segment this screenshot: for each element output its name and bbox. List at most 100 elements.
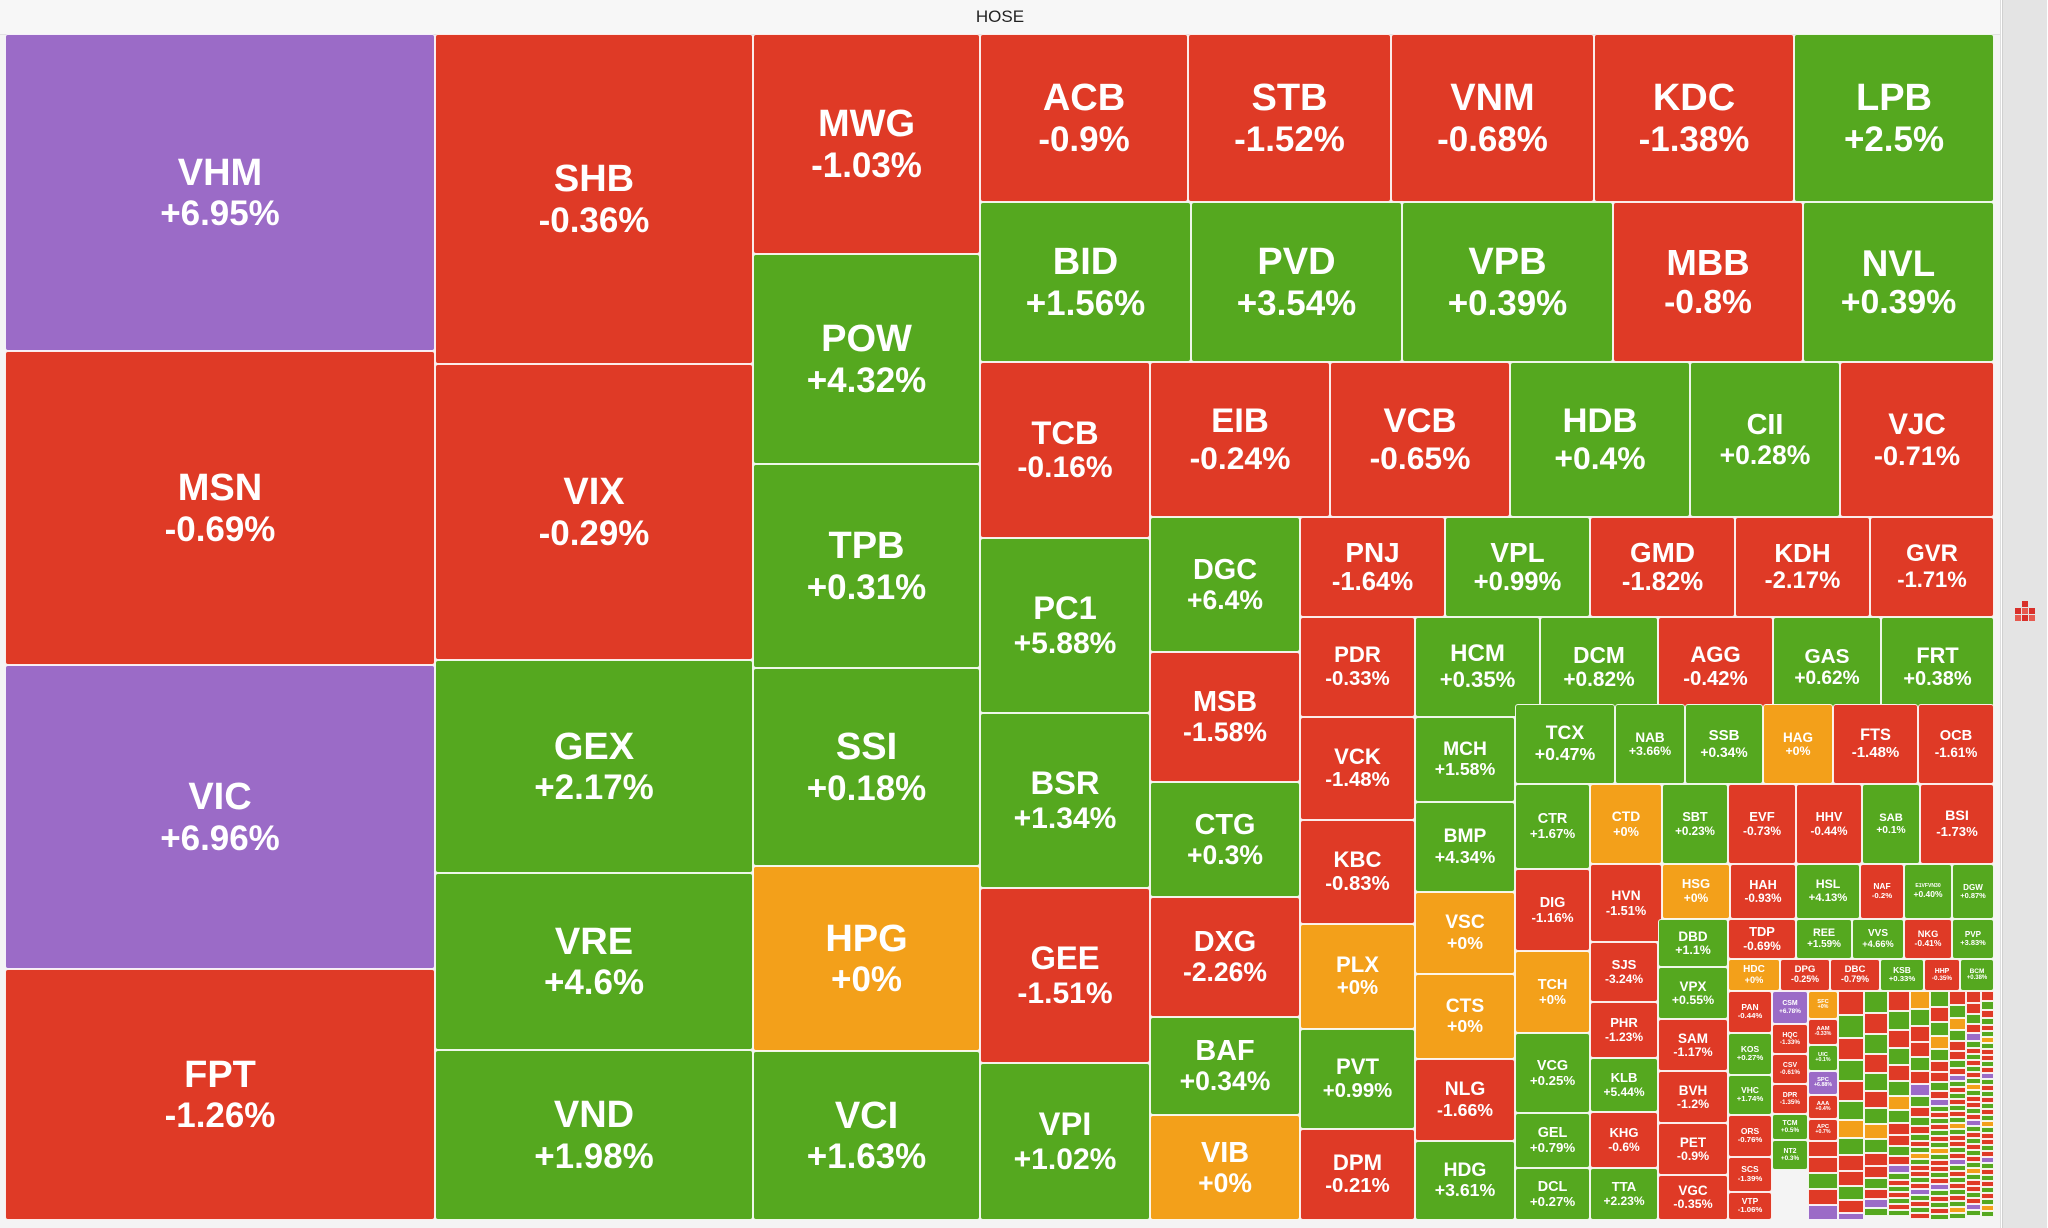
small-stock-tile[interactable]	[1838, 1120, 1864, 1138]
small-stock-tile[interactable]	[1981, 1163, 1994, 1169]
small-stock-tile[interactable]	[1910, 1159, 1930, 1165]
small-stock-tile[interactable]	[1864, 1178, 1888, 1189]
small-stock-tile[interactable]	[1864, 1189, 1888, 1199]
small-stock-tile[interactable]	[1930, 1142, 1949, 1148]
stock-tile-hdc[interactable]: HDC +0%	[1728, 959, 1780, 991]
small-stock-tile[interactable]	[1910, 1147, 1930, 1153]
small-stock-tile[interactable]	[1949, 1030, 1966, 1041]
small-stock-tile[interactable]	[1949, 1195, 1966, 1201]
small-stock-tile[interactable]	[1966, 1204, 1981, 1210]
small-stock-tile[interactable]	[1888, 1065, 1910, 1081]
stock-tile-gee[interactable]: GEE -1.51%	[980, 888, 1150, 1063]
small-stock-tile[interactable]	[1949, 1177, 1966, 1183]
small-stock-tile[interactable]	[1888, 1096, 1910, 1110]
stock-tile-vpx[interactable]: VPX +0.55%	[1658, 967, 1728, 1019]
stock-tile-vck[interactable]: VCK -1.48%	[1300, 717, 1415, 820]
small-stock-tile[interactable]	[1910, 1153, 1930, 1159]
stock-tile-hcm[interactable]: HCM +0.35%	[1415, 617, 1540, 717]
small-stock-tile[interactable]	[1930, 1202, 1949, 1208]
stock-tile-csm[interactable]: CSM +6.78%	[1772, 991, 1808, 1024]
stock-tile-stb[interactable]: STB -1.52%	[1188, 34, 1391, 202]
small-stock-tile[interactable]	[1966, 1198, 1981, 1204]
small-stock-tile[interactable]	[1864, 1034, 1888, 1054]
stock-tile-dxg[interactable]: DXG -2.26%	[1150, 897, 1300, 1017]
small-stock-tile[interactable]	[1930, 1091, 1949, 1099]
small-stock-tile[interactable]	[1981, 1199, 1994, 1205]
small-stock-tile[interactable]	[1910, 1171, 1930, 1177]
small-stock-tile[interactable]	[1981, 1169, 1994, 1175]
small-stock-tile[interactable]	[1808, 1173, 1838, 1189]
stock-tile-hvn[interactable]: HVN -1.51%	[1590, 864, 1662, 942]
stock-tile-khg[interactable]: KHG -0.6%	[1590, 1112, 1658, 1168]
small-stock-tile[interactable]	[1888, 1081, 1910, 1096]
small-stock-tile[interactable]	[1949, 1117, 1966, 1123]
stock-tile-pvt[interactable]: PVT +0.99%	[1300, 1029, 1415, 1129]
small-stock-tile[interactable]	[1888, 1210, 1910, 1216]
small-stock-tile[interactable]	[1930, 1082, 1949, 1091]
stock-tile-mbb[interactable]: MBB -0.8%	[1613, 202, 1803, 362]
stock-tile-pan[interactable]: PAN -0.44%	[1728, 991, 1772, 1033]
small-stock-tile[interactable]	[1838, 1171, 1864, 1186]
stock-tile-vci[interactable]: VCI +1.63%	[753, 1051, 980, 1220]
stock-tile-hah[interactable]: HAH -0.93%	[1730, 864, 1796, 919]
small-stock-tile[interactable]	[1981, 1061, 1994, 1067]
stock-tile-vjc[interactable]: VJC -0.71%	[1840, 362, 1994, 517]
stock-tile-vre[interactable]: VRE +4.6%	[435, 873, 753, 1050]
stock-tile-hhv[interactable]: HHV -0.44%	[1796, 784, 1862, 864]
small-stock-tile[interactable]	[1949, 1060, 1966, 1068]
small-stock-tile[interactable]	[1888, 1048, 1910, 1065]
small-stock-tile[interactable]	[1864, 1208, 1888, 1216]
small-stock-tile[interactable]	[1949, 1081, 1966, 1087]
small-stock-tile[interactable]	[1966, 1162, 1981, 1168]
small-stock-tile[interactable]	[1888, 1011, 1910, 1030]
small-stock-tile[interactable]	[1949, 1153, 1966, 1159]
small-stock-tile[interactable]	[1910, 1183, 1930, 1189]
small-stock-tile[interactable]	[1966, 1132, 1981, 1138]
stock-tile-pvd[interactable]: PVD +3.54%	[1191, 202, 1402, 362]
small-stock-tile[interactable]	[1981, 1097, 1994, 1103]
small-stock-tile[interactable]	[1966, 1186, 1981, 1192]
small-stock-tile[interactable]	[1949, 1105, 1966, 1111]
stock-tile-kdh[interactable]: KDH -2.17%	[1735, 517, 1870, 617]
small-stock-tile[interactable]	[1838, 1060, 1864, 1081]
small-stock-tile[interactable]	[1864, 1124, 1888, 1139]
small-stock-tile[interactable]	[1930, 1184, 1949, 1190]
small-stock-tile[interactable]	[1966, 1014, 1981, 1024]
stock-tile-kos[interactable]: KOS +0.27%	[1728, 1033, 1772, 1075]
stock-tile-dcl[interactable]: DCL +0.27%	[1515, 1168, 1590, 1220]
stock-tile-pvp[interactable]: PVP +3.83%	[1952, 919, 1994, 959]
small-stock-tile[interactable]	[1981, 1049, 1994, 1055]
stock-tile-acb[interactable]: ACB -0.9%	[980, 34, 1188, 202]
stock-tile-dgw[interactable]: DGW +0.87%	[1952, 864, 1994, 919]
small-stock-tile[interactable]	[1981, 1073, 1994, 1079]
small-stock-tile[interactable]	[1888, 1156, 1910, 1165]
small-stock-tile[interactable]	[1930, 1124, 1949, 1130]
small-stock-tile[interactable]	[1838, 991, 1864, 1015]
small-stock-tile[interactable]	[1930, 1099, 1949, 1106]
small-stock-tile[interactable]	[1930, 1190, 1949, 1196]
small-stock-tile[interactable]	[1966, 1096, 1981, 1102]
stock-tile-bmp[interactable]: BMP +4.34%	[1415, 802, 1515, 892]
stock-tile-tcb[interactable]: TCB -0.16%	[980, 362, 1150, 538]
stock-tile-naf[interactable]: NAF -0.2%	[1860, 864, 1904, 919]
small-stock-tile[interactable]	[1930, 1112, 1949, 1118]
small-stock-tile[interactable]	[1981, 1133, 1994, 1139]
small-stock-tile[interactable]	[1838, 1200, 1864, 1213]
small-stock-tile[interactable]	[1949, 1129, 1966, 1135]
small-stock-tile[interactable]	[1930, 1072, 1949, 1082]
small-stock-tile[interactable]	[1930, 1148, 1949, 1154]
small-stock-tile[interactable]	[1981, 1151, 1994, 1157]
small-stock-tile[interactable]	[1981, 1018, 1994, 1025]
small-stock-tile[interactable]	[1981, 1085, 1994, 1091]
stock-tile-vhm[interactable]: VHM +6.95%	[5, 34, 435, 351]
small-stock-tile[interactable]	[1981, 1187, 1994, 1193]
small-stock-tile[interactable]	[1864, 991, 1888, 1013]
small-stock-tile[interactable]	[1910, 1213, 1930, 1219]
stock-tile-tpb[interactable]: TPB +0.31%	[753, 464, 980, 668]
stock-tile-dig[interactable]: DIG -1.16%	[1515, 869, 1590, 951]
small-stock-tile[interactable]	[1888, 1110, 1910, 1123]
stock-tile-pet[interactable]: PET -0.9%	[1658, 1123, 1728, 1175]
stock-tile-ssi[interactable]: SSI +0.18%	[753, 668, 980, 866]
stock-tile-hpg[interactable]: HPG +0%	[753, 866, 980, 1051]
stock-tile-lpb[interactable]: LPB +2.5%	[1794, 34, 1994, 202]
